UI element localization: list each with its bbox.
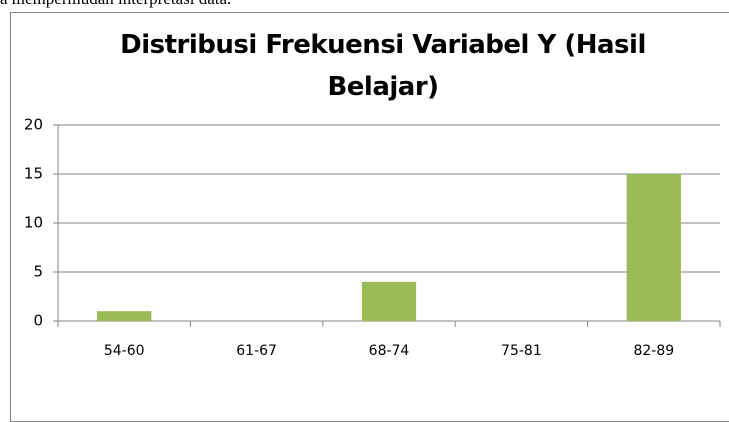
y-tick-label: 5 (33, 263, 43, 281)
y-tick-label: 10 (24, 214, 43, 232)
y-tick-label: 0 (33, 312, 43, 330)
y-tick-label: 15 (24, 165, 43, 183)
x-tick-label: 54-60 (104, 343, 145, 359)
bar (626, 174, 681, 321)
x-tick-label: 68-74 (369, 343, 410, 359)
chart: 0 5 10 15 20 54-60 61-67 68-74 75-81 82-89 (24, 116, 721, 359)
bar (361, 281, 417, 321)
x-tick-label: 82-89 (633, 343, 674, 359)
bar (97, 311, 152, 321)
chart-title: Distribusi Frekuensi Variabel Y (Hasil B… (120, 30, 646, 102)
x-tick-label: 61-67 (236, 343, 277, 359)
clipped-text: a mempermudah interpretasi data. (0, 0, 231, 9)
y-tick-label: 20 (24, 116, 43, 134)
x-tick-label: 75-81 (501, 343, 542, 359)
